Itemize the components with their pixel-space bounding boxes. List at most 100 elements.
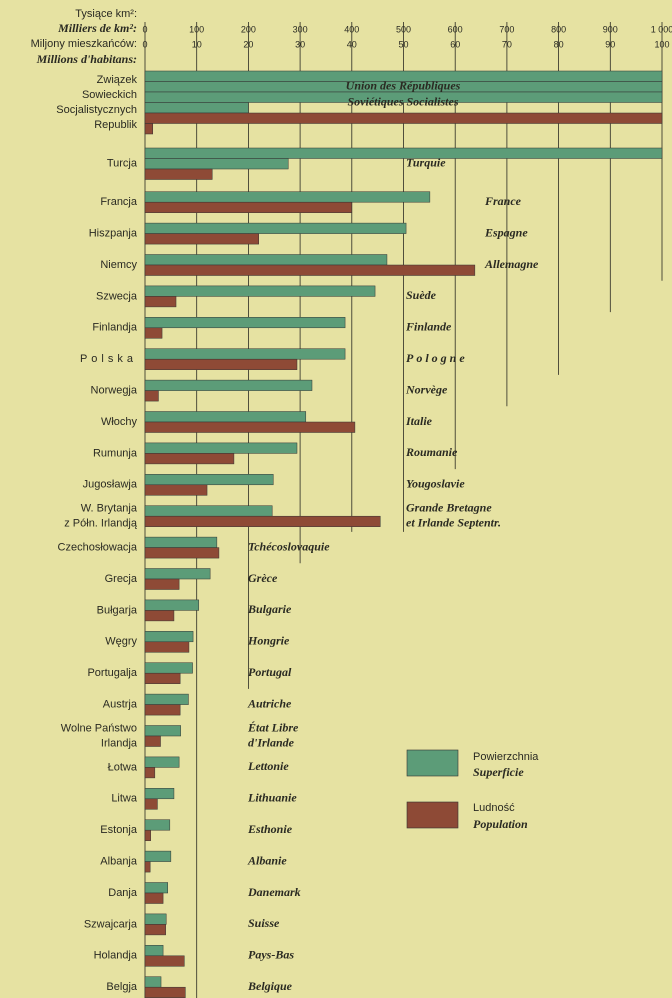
bar bbox=[144, 788, 175, 800]
x2-tick-label: 70 bbox=[502, 39, 512, 49]
bar bbox=[144, 882, 168, 894]
bar-segment bbox=[144, 536, 218, 548]
bar-segment bbox=[144, 578, 180, 590]
category-label-fr: Esthonie bbox=[247, 822, 293, 836]
category-label: Socjalistycznych bbox=[56, 104, 137, 116]
bar bbox=[144, 515, 381, 527]
category-label-fr: Hongrie bbox=[247, 634, 290, 648]
bar bbox=[144, 798, 158, 810]
bar-segment bbox=[144, 892, 164, 904]
bar-segment bbox=[144, 317, 346, 329]
bar-segment bbox=[144, 123, 154, 135]
x2-tick-label: 60 bbox=[450, 39, 460, 49]
category-label-fr: Autriche bbox=[247, 696, 292, 710]
category-label: Portugalja bbox=[87, 667, 137, 679]
category-label: z Półn. Irlandją bbox=[64, 518, 138, 530]
bar bbox=[144, 421, 356, 433]
bar bbox=[144, 222, 407, 234]
category-label-fr: Lithuanie bbox=[247, 791, 297, 805]
bar bbox=[144, 945, 164, 957]
bar bbox=[144, 317, 346, 329]
bar bbox=[144, 568, 211, 580]
bar-segment bbox=[144, 924, 166, 936]
bar-segment bbox=[144, 725, 181, 737]
bar-segment bbox=[144, 986, 186, 998]
bar bbox=[144, 767, 156, 779]
x-tick-label: 400 bbox=[344, 24, 359, 34]
bar-segment bbox=[144, 168, 213, 180]
x2-tick-label: 20 bbox=[243, 39, 253, 49]
bar-segment bbox=[144, 296, 177, 308]
bar-segment bbox=[144, 91, 663, 103]
axis-label: Milliers de km²: bbox=[57, 21, 137, 35]
category-label: Holandja bbox=[94, 950, 138, 962]
category-label: Czechosłowacja bbox=[58, 542, 138, 554]
bar bbox=[144, 254, 388, 266]
bar-segment bbox=[144, 201, 353, 213]
bar-segment bbox=[144, 861, 151, 873]
bar bbox=[144, 578, 180, 590]
bar bbox=[144, 484, 208, 496]
x-tick-label: 500 bbox=[396, 24, 411, 34]
bar bbox=[144, 201, 353, 213]
bar-segment bbox=[144, 379, 313, 391]
category-label: Austrja bbox=[103, 699, 138, 711]
bar-segment bbox=[144, 264, 476, 276]
category-label-fr: Albanie bbox=[247, 853, 287, 867]
category-label: Turcja bbox=[107, 158, 138, 170]
bar bbox=[144, 547, 220, 559]
category-label-fr: Finlande bbox=[405, 320, 452, 334]
bar-segment bbox=[144, 411, 307, 423]
bar bbox=[144, 233, 259, 245]
category-label-fr: Suède bbox=[406, 288, 437, 302]
axis-label: Tysiące km²: bbox=[75, 8, 137, 20]
category-label-fr: Allemagne bbox=[484, 257, 539, 271]
bar-segment bbox=[144, 882, 168, 894]
category-label: Bułgarja bbox=[97, 604, 138, 616]
bar-segment bbox=[144, 233, 259, 245]
bar bbox=[144, 955, 185, 967]
bar bbox=[144, 756, 180, 768]
category-label: Związek bbox=[97, 74, 138, 86]
category-label-fr: d'Irlande bbox=[248, 735, 295, 749]
bar-segment bbox=[144, 191, 431, 203]
bar-segment bbox=[144, 327, 163, 339]
bar-segment bbox=[144, 474, 274, 486]
category-label: Rumunja bbox=[93, 447, 138, 459]
category-label: Belgja bbox=[106, 981, 137, 993]
bar bbox=[144, 861, 151, 873]
bar bbox=[144, 379, 313, 391]
x-tick-label: 900 bbox=[603, 24, 618, 34]
bar-segment bbox=[144, 147, 663, 159]
x-tick-label: 1 000 bbox=[651, 24, 672, 34]
bar-segment bbox=[144, 976, 162, 988]
bar bbox=[144, 662, 193, 674]
category-label: Niemcy bbox=[100, 259, 137, 271]
bar-segment bbox=[144, 756, 180, 768]
bar-segment bbox=[144, 102, 249, 114]
category-label: Węgry bbox=[105, 636, 137, 648]
category-label: Republik bbox=[94, 119, 137, 131]
bar-segment bbox=[144, 955, 185, 967]
legend-label: Ludność bbox=[473, 802, 515, 814]
category-label: Norwegja bbox=[91, 385, 138, 397]
category-label-fr: Tchécoslovaquie bbox=[248, 539, 330, 553]
x2-tick-label: 90 bbox=[605, 39, 615, 49]
x-tick-label: 300 bbox=[293, 24, 308, 34]
bar bbox=[144, 693, 189, 705]
category-label-fr: Norvège bbox=[405, 382, 448, 396]
bar-segment bbox=[144, 735, 161, 747]
x-tick-label: 0 bbox=[142, 24, 147, 34]
bar bbox=[144, 725, 181, 737]
category-label-fr: État Libre bbox=[247, 720, 299, 734]
bar bbox=[144, 641, 190, 653]
category-label: Szwajcarja bbox=[84, 918, 138, 930]
category-label-fr: Pologne bbox=[406, 351, 468, 365]
bar-segment bbox=[144, 358, 298, 370]
category-label: Litwa bbox=[111, 793, 138, 805]
bar-segment bbox=[144, 672, 181, 684]
category-label-fr: Danemark bbox=[247, 885, 301, 899]
x2-tick-label: 40 bbox=[347, 39, 357, 49]
bar-segment bbox=[144, 285, 376, 297]
